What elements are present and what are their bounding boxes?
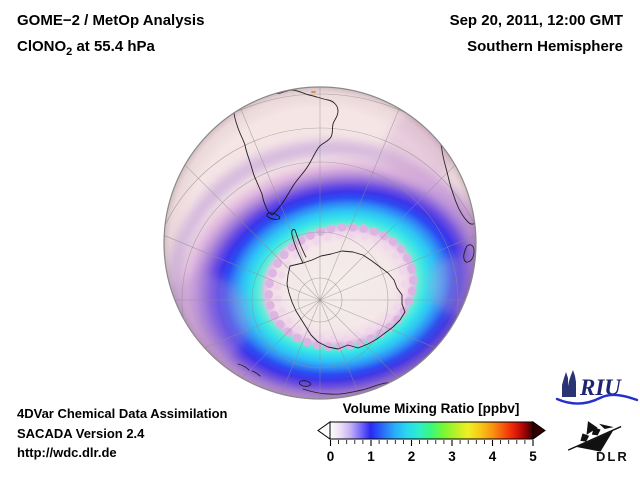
colorbar-title: Volume Mixing Ratio [ppbv] — [343, 401, 520, 416]
instrument-title: GOME−2 / MetOp Analysis — [17, 12, 205, 29]
colorbar-tick-label: 5 — [529, 449, 537, 464]
datetime-label: Sep 20, 2011, 12:00 GMT — [449, 12, 623, 29]
date-block: Sep 20, 2011, 12:00 GMT Southern Hemisph… — [450, 8, 623, 60]
assimilation-credit: 4DVar Chemical Data Assimilation — [17, 406, 228, 421]
dlr-emblem-icon — [567, 421, 622, 452]
colorbar-major-ticks — [329, 440, 534, 446]
colorbar-tick-labels: 0 1 2 3 4 5 — [327, 449, 538, 464]
plot-title-block: GOME−2 / MetOp Analysis ClONO2 at 55.4 h… — [17, 8, 204, 65]
species-subscript: 2 — [66, 46, 73, 58]
species-level-title: ClONO2 at 55.4 hPa — [17, 38, 155, 58]
colorbar-tick-label: 0 — [327, 449, 335, 464]
colorbar-tick-label: 2 — [408, 449, 416, 464]
riu-swoosh-icon — [555, 393, 639, 405]
hemisphere-map — [164, 87, 476, 399]
colorbar-tick-label: 1 — [367, 449, 375, 464]
colorbar-left-arrow — [317, 421, 331, 440]
colorbar: Volume Mixing Ratio [ppbv] 0 1 2 3 4 5 — [317, 401, 546, 464]
dlr-logo: DLR — [567, 421, 629, 464]
version-label: SACADA Version 2.4 — [17, 425, 145, 441]
colorbar-tick-label: 3 — [448, 449, 456, 464]
riu-logo: RIU — [555, 370, 639, 405]
wdc-url-link[interactable]: http://wdc.dlr.de — [17, 445, 117, 460]
dlr-wordmark: DLR — [596, 449, 629, 464]
credits-block: 4DVar Chemical Data Assimilation SACADA … — [17, 404, 228, 463]
hemisphere-label: Southern Hemisphere — [467, 38, 623, 55]
riu-cathedral-icon — [562, 370, 576, 397]
limb-shading — [164, 87, 476, 399]
globe-limb — [163, 86, 477, 400]
colorbar-gradient-bar — [329, 421, 534, 440]
colorbar-tick-label: 4 — [489, 449, 497, 464]
colorbar-minor-ticks — [338, 440, 526, 444]
colorbar-right-arrow — [532, 421, 546, 440]
